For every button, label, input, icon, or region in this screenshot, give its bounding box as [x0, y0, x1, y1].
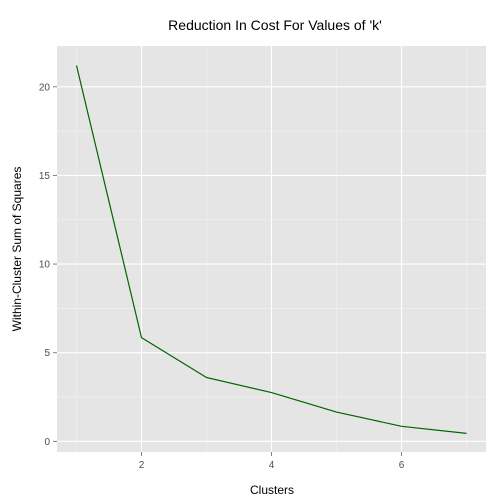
- y-axis-title: Within-Cluster Sum of Squares: [10, 167, 24, 332]
- major-gridlines: [57, 46, 486, 452]
- x-tick-label: 2: [139, 460, 145, 471]
- x-axis: 2 4 6: [139, 452, 405, 471]
- x-tick-label: 4: [269, 460, 275, 471]
- y-tick-label: 5: [44, 348, 50, 359]
- x-tick-label: 6: [399, 460, 405, 471]
- y-tick-label: 15: [39, 171, 51, 182]
- y-tick-label: 10: [39, 260, 51, 271]
- series-layer: [75, 65, 467, 434]
- chart-title: Reduction In Cost For Values of 'k': [168, 17, 382, 33]
- y-axis: 0 5 10 15 20: [39, 82, 57, 448]
- y-tick-label: 0: [44, 437, 50, 448]
- y-tick-label: 20: [39, 82, 51, 93]
- x-axis-title: Clusters: [250, 483, 294, 497]
